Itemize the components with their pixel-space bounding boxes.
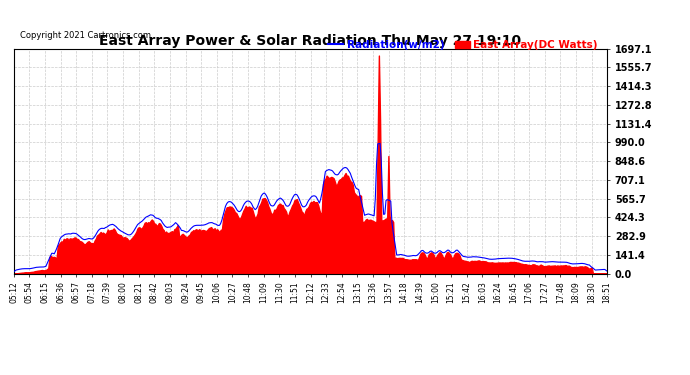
Legend: Radiation(w/m2), East Array(DC Watts): Radiation(w/m2), East Array(DC Watts) bbox=[324, 36, 602, 54]
Title: East Array Power & Solar Radiation Thu May 27 19:10: East Array Power & Solar Radiation Thu M… bbox=[99, 34, 522, 48]
Text: Copyright 2021 Cartronics.com: Copyright 2021 Cartronics.com bbox=[20, 31, 150, 40]
